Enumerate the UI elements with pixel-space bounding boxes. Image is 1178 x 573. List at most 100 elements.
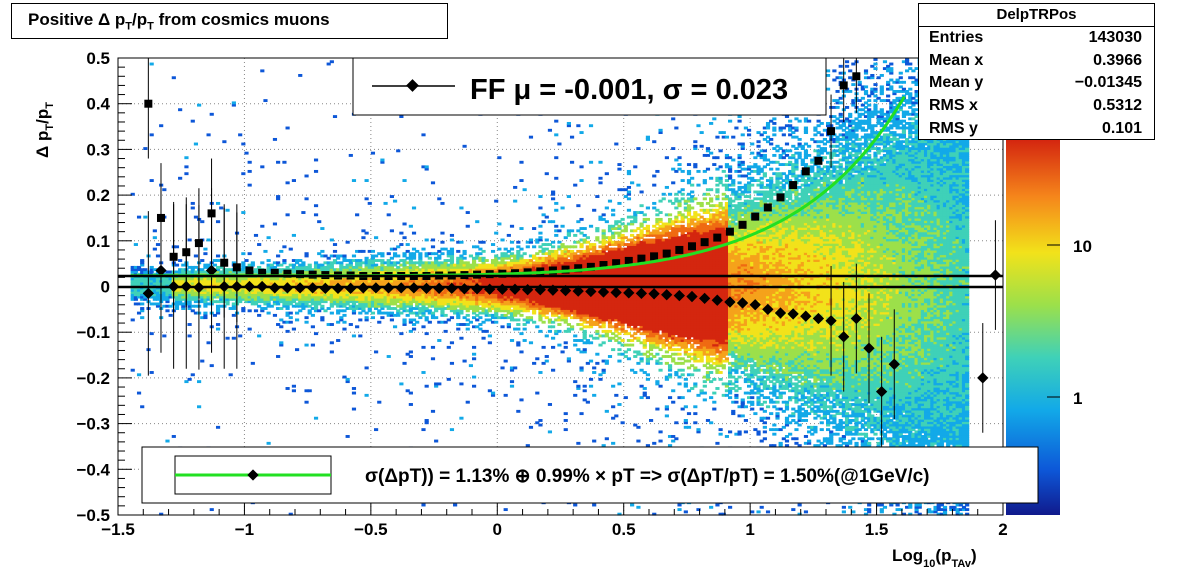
heat-cell: [551, 337, 555, 340]
heat-cell: [491, 250, 495, 253]
heat-cell: [311, 344, 315, 347]
heat-cell: [466, 401, 470, 404]
heat-cell: [450, 362, 454, 365]
heat-cell: [576, 204, 580, 207]
heat-cell: [627, 197, 631, 200]
heat-cell: [535, 325, 539, 328]
heat-cell: [598, 161, 602, 164]
heat-cell: [617, 202, 621, 205]
heat-cell: [545, 172, 549, 175]
heat-cell: [200, 360, 204, 363]
heat-cell: [564, 412, 568, 415]
heat-cell: [481, 250, 485, 253]
heat-cell: [583, 227, 587, 230]
heat-cell: [440, 202, 444, 205]
heat-cell: [605, 437, 609, 440]
heat-cell: [598, 181, 602, 184]
heat-cell: [551, 241, 555, 244]
heat-cell: [260, 165, 264, 168]
heat-cell: [131, 369, 135, 372]
heat-cell: [579, 412, 583, 415]
heat-cell: [595, 353, 599, 356]
heat-cell: [481, 241, 485, 244]
heat-cell: [216, 220, 220, 223]
heat-cell: [320, 250, 324, 253]
heat-cell: [621, 421, 625, 424]
heat-cell: [488, 341, 492, 344]
heat-cell: [330, 239, 334, 242]
heat-cell: [162, 334, 166, 337]
heat-cell: [289, 248, 293, 251]
heat-cell: [472, 376, 476, 379]
heat-cell: [469, 321, 473, 324]
heat-cell: [567, 122, 571, 125]
heat-cell: [510, 241, 514, 244]
heat-cell: [267, 312, 271, 315]
heat-cell: [538, 371, 542, 374]
heat-cell: [216, 259, 220, 262]
heat-cell: [545, 334, 549, 337]
heat-cell: [352, 392, 356, 395]
heat-cell: [440, 252, 444, 255]
heat-cell: [447, 346, 451, 349]
heat-cell: [519, 179, 523, 182]
heat-cell: [216, 202, 220, 205]
heat-cell: [592, 394, 596, 397]
heat-cell: [203, 312, 207, 315]
heat-cell: [304, 197, 308, 200]
heat-cell: [605, 172, 609, 175]
heat-cell: [330, 341, 334, 344]
heat-cell: [573, 504, 577, 507]
heat-cell: [286, 181, 290, 184]
heat-cell: [425, 332, 429, 335]
heat-cell: [630, 181, 634, 184]
heat-cell: [538, 225, 542, 228]
heat-cell: [463, 145, 467, 148]
heat-cell: [500, 239, 504, 242]
heat-cell: [137, 216, 141, 219]
heat-cell: [532, 321, 536, 324]
heat-cell: [396, 149, 400, 152]
heat-cell: [387, 355, 391, 358]
heat-cell: [523, 328, 527, 331]
heat-cell: [437, 197, 441, 200]
heat-cell: [409, 355, 413, 358]
heat-cell: [358, 318, 362, 321]
heat-cell: [292, 179, 296, 182]
heat-cell: [611, 348, 615, 351]
heat-cell: [371, 316, 375, 319]
heat-cell: [210, 508, 214, 511]
heat-cell: [409, 403, 413, 406]
heat-cell: [421, 325, 425, 328]
heat-cell: [589, 360, 593, 363]
heat-cell: [617, 163, 621, 166]
heat-cell: [450, 428, 454, 431]
heat-cell: [595, 236, 599, 239]
heat-cell: [538, 236, 542, 239]
heat-cell: [497, 156, 501, 159]
heat-cell: [605, 207, 609, 210]
heat-cell: [169, 314, 173, 317]
heat-cell: [519, 350, 523, 353]
heat-cell: [143, 216, 147, 219]
heat-cell: [444, 314, 448, 317]
heat-cell: [598, 378, 602, 381]
heat-cell: [602, 341, 606, 344]
heat-cell: [172, 76, 176, 79]
heat-cell: [576, 385, 580, 388]
heat-cell: [241, 211, 245, 214]
heat-cell: [191, 202, 195, 205]
heat-cell: [431, 239, 435, 242]
heat-cell: [494, 200, 498, 203]
heat-cell: [377, 401, 381, 404]
heat-cell: [273, 314, 277, 317]
heat-cell: [548, 330, 552, 333]
heat-cell: [538, 207, 542, 210]
heat-cell: [466, 328, 470, 331]
heat-cell: [358, 334, 362, 337]
heat-cell: [428, 257, 432, 260]
heat-cell: [393, 325, 397, 328]
heat-cell: [409, 225, 413, 228]
heat-cell: [156, 243, 160, 246]
heat-cell: [573, 344, 577, 347]
